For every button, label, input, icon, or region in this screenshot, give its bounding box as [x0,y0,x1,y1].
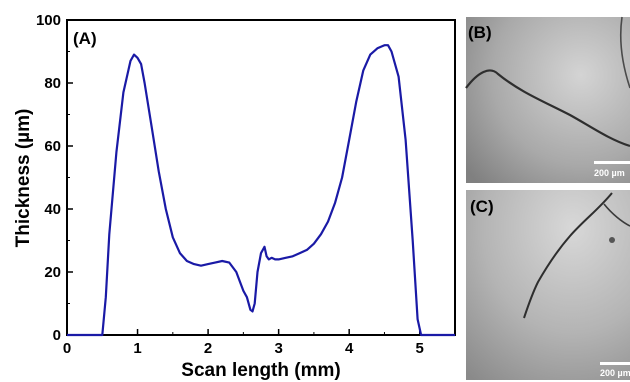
x-tick-label: 3 [274,340,282,357]
y-tick-label: 0 [53,327,61,344]
crack-c-branch [603,203,630,227]
y-tick-label: 80 [44,75,61,92]
panel-b-label: (B) [468,23,492,42]
x-tick-label: 4 [345,340,354,357]
scale-label-b: 200 µm [594,168,625,178]
x-tick-label: 1 [133,340,141,357]
x-tick-label: 5 [416,340,424,357]
tick-labels: 0 1 2 3 4 5 0 20 40 60 80 100 [36,12,424,357]
x-tick-label: 0 [63,340,71,357]
panel-a-label: (A) [73,29,97,48]
y-tick-label: 20 [44,264,61,281]
y-tick-label: 60 [44,138,61,155]
x-tick-label: 2 [204,340,212,357]
y-tick-label: 40 [44,201,61,218]
surface-defect [609,237,615,243]
micrograph-b-image [466,17,630,183]
crack-c [523,192,613,319]
panel-c-label: (C) [470,197,494,216]
micrograph-c: (C) 200 µm [466,190,630,380]
crack-b-branch [619,16,630,89]
y-tick-label: 100 [36,12,61,29]
scale-bar-b [594,161,630,164]
micrograph-b: (B) 200 µm [465,16,630,183]
scale-bar-c [600,362,630,365]
thickness-profile-line [67,44,455,337]
x-axis-label: Scan length (mm) [181,360,340,381]
y-axis-label: Thickness (µm) [13,109,34,248]
crack-b [465,69,630,148]
scale-label-c: 200 µm [600,368,630,378]
micrograph-c-image [466,190,630,380]
